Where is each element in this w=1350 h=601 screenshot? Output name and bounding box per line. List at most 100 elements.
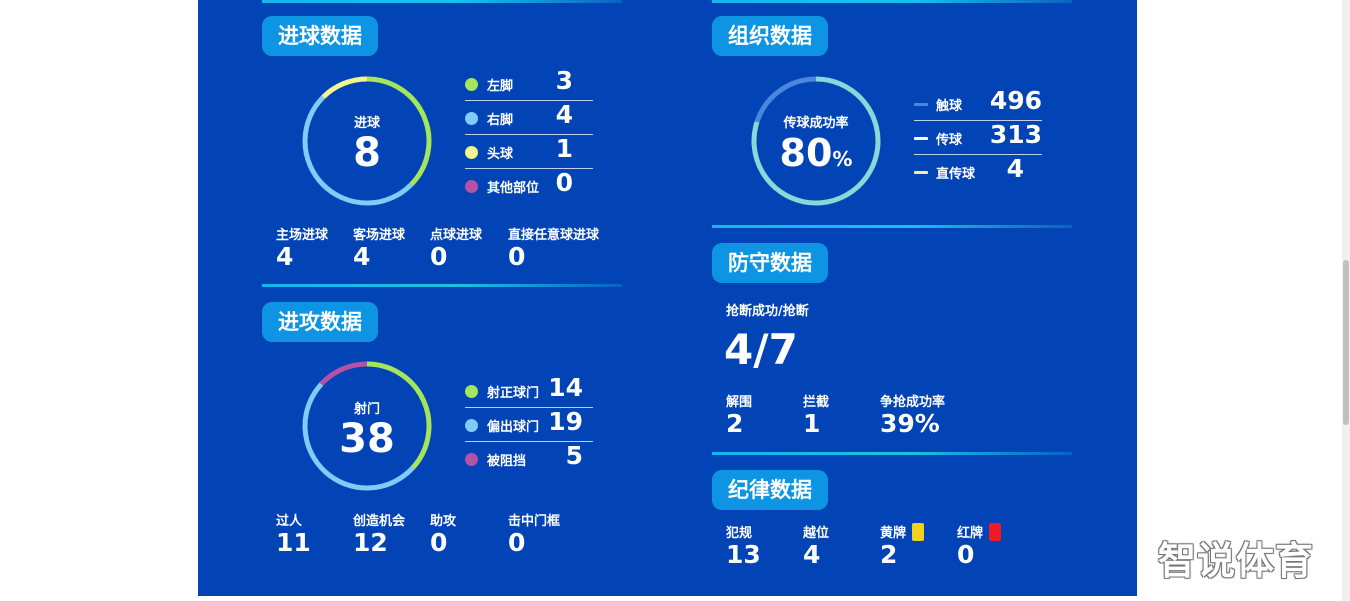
legend-dash: [914, 137, 928, 140]
stat-dribbles: 过人 11: [276, 514, 311, 556]
scrollbar-thumb[interactable]: [1343, 260, 1349, 425]
legend-row-left-foot: 左脚 3: [465, 66, 593, 101]
stat-value: 2: [726, 409, 744, 438]
stat-label-wrap: 红牌: [957, 523, 1002, 541]
watermark-logo-text: 智说体育: [1158, 539, 1315, 583]
legend-label: 触球: [936, 99, 963, 114]
divider-left-mid: [262, 284, 622, 287]
stat-label: 直接任意球进球: [508, 228, 600, 243]
legend-row-off-target: 偏出球门 19: [465, 407, 593, 442]
goals-ring-chart: [302, 76, 432, 206]
legend-dot: [465, 78, 478, 91]
stat-value: 12: [353, 528, 388, 557]
red-card-icon: [989, 523, 1002, 541]
stat-penalty-goals: 点球进球 0: [430, 228, 482, 270]
stat-value: 0: [508, 242, 526, 271]
stat-value: 11: [276, 528, 311, 557]
stat-value: 4: [353, 242, 371, 271]
stat-value: 0: [957, 540, 975, 569]
legend-label: 偏出球门: [487, 420, 540, 435]
goals-ring-segment: [321, 76, 368, 99]
legend-value: 5: [565, 441, 583, 470]
stat-duels-won-rate: 争抢成功率 39%: [880, 395, 945, 437]
stat-label: 点球进球: [430, 228, 483, 243]
stat-chances-created: 创造机会 12: [353, 514, 405, 556]
pass-center-unit: %: [832, 147, 853, 171]
legend-value: 3: [555, 66, 573, 95]
legend-row-other: 其他部位 0: [465, 168, 593, 202]
goals-ring-segment: [366, 76, 432, 187]
goals-ring-segment: [302, 95, 413, 206]
shots-ring-segment: [302, 382, 415, 491]
organization-section-title: 组织数据: [712, 16, 828, 56]
shots-ring-segment: [366, 361, 432, 470]
stat-red-cards: 红牌 0: [957, 523, 1002, 569]
pass-ring-segment: [751, 76, 881, 206]
discipline-section-title: 纪律数据: [712, 470, 828, 510]
shots-ring-segment: [319, 361, 368, 386]
legend-value: 19: [548, 407, 583, 436]
legend-row-passes: 传球 313: [914, 120, 1042, 155]
legend-dot: [465, 419, 478, 432]
stat-value: 13: [726, 540, 761, 569]
stat-value: 4: [276, 242, 294, 271]
legend-dot: [465, 146, 478, 159]
stat-label: 解围: [726, 395, 753, 410]
legend-label: 射正球门: [487, 386, 540, 401]
legend-value: 4: [555, 100, 573, 129]
legend-row-blocked: 被阻挡 5: [465, 441, 593, 475]
stats-panel: 进球数据 进球 8 左脚 3 右脚 4 头球 1 其他部位 0 主场进球 4: [198, 0, 1137, 596]
stat-label: 主场进球: [276, 228, 329, 243]
legend-label: 其他部位: [487, 181, 540, 196]
top-divider-right: [712, 0, 1072, 3]
legend-dot: [465, 453, 478, 466]
stat-value: 0: [430, 242, 448, 271]
legend-row-right-foot: 右脚 4: [465, 100, 593, 135]
stat-woodwork: 击中门框 0: [508, 514, 560, 556]
stat-label: 过人: [276, 514, 303, 529]
goals-center-label: 进球: [353, 116, 380, 131]
stat-offsides: 越位 4: [803, 526, 829, 568]
legend-row-touches: 触球 496: [914, 86, 1042, 121]
shots-ring-center: 射门 38: [317, 402, 417, 460]
stat-label: 越位: [803, 526, 830, 541]
shots-center-label: 射门: [353, 402, 380, 417]
stat-label: 创造机会: [353, 514, 406, 529]
pass-center-value-wrap: 80%: [756, 132, 876, 182]
stat-clearances: 解围 2: [726, 395, 752, 437]
legend-row-on-target: 射正球门 14: [465, 373, 593, 408]
legend-label: 右脚: [487, 113, 514, 128]
stat-label: 红牌: [957, 526, 984, 541]
scoring-section-title: 进球数据: [262, 16, 378, 56]
legend-dot: [465, 112, 478, 125]
stat-value: 0: [430, 528, 448, 557]
stat-assists: 助攻 0: [430, 514, 456, 556]
stat-yellow-cards: 黄牌 2: [880, 523, 925, 568]
vertical-scrollbar[interactable]: [1342, 0, 1350, 601]
legend-row-header: 头球 1: [465, 134, 593, 169]
legend-dash: [914, 171, 928, 174]
legend-row-through-balls: 直传球 4: [914, 154, 1042, 188]
goals-ring-center: 进球 8: [317, 116, 417, 174]
top-divider-left: [262, 0, 622, 3]
legend-value: 313: [989, 120, 1042, 149]
divider-right-mid-1: [712, 225, 1072, 228]
legend-label: 被阻挡: [487, 454, 527, 469]
stat-value: 1: [803, 409, 821, 438]
tackles-label: 抢断成功/抢断: [726, 304, 809, 319]
tackles-value: 4/7: [724, 325, 798, 374]
stat-label-wrap: 黄牌: [880, 523, 925, 541]
pass-ring-center: 传球成功率 80%: [756, 116, 876, 182]
stat-label: 争抢成功率: [880, 395, 946, 410]
pass-center-label: 传球成功率: [783, 116, 849, 131]
stat-label: 助攻: [430, 514, 457, 529]
stat-value: 4: [803, 540, 821, 569]
shots-center-value: 38: [339, 416, 395, 462]
defense-section-title: 防守数据: [712, 243, 828, 283]
stat-label: 拦截: [803, 395, 830, 410]
legend-label: 头球: [487, 147, 514, 162]
pass-ring-segment: [754, 76, 817, 123]
legend-dash: [914, 103, 928, 106]
pass-accuracy-ring-chart: [751, 76, 881, 206]
shots-ring-chart: [302, 361, 432, 491]
